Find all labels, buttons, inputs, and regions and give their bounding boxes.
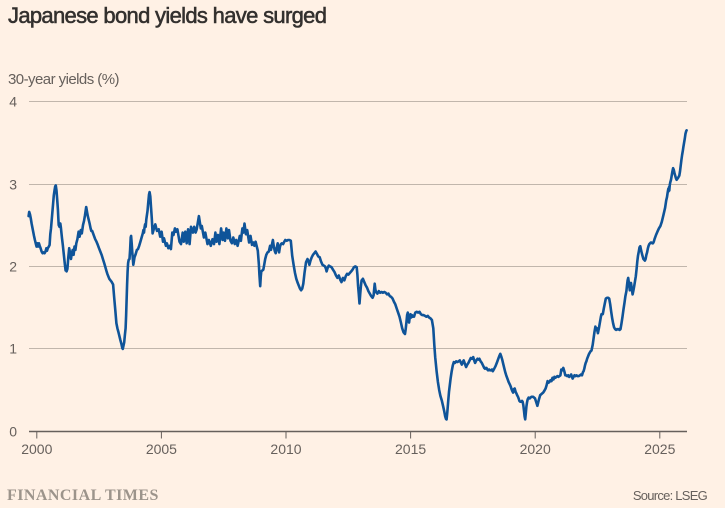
svg-text:2: 2 [9, 259, 17, 275]
svg-text:2015: 2015 [395, 441, 426, 457]
svg-text:1: 1 [9, 341, 17, 357]
svg-text:2010: 2010 [270, 441, 301, 457]
svg-text:4: 4 [9, 94, 17, 110]
svg-text:2005: 2005 [146, 441, 177, 457]
svg-text:3: 3 [9, 177, 17, 193]
svg-text:0: 0 [9, 424, 17, 440]
svg-text:2020: 2020 [520, 441, 551, 457]
svg-text:2000: 2000 [21, 441, 52, 457]
svg-text:2025: 2025 [644, 441, 675, 457]
